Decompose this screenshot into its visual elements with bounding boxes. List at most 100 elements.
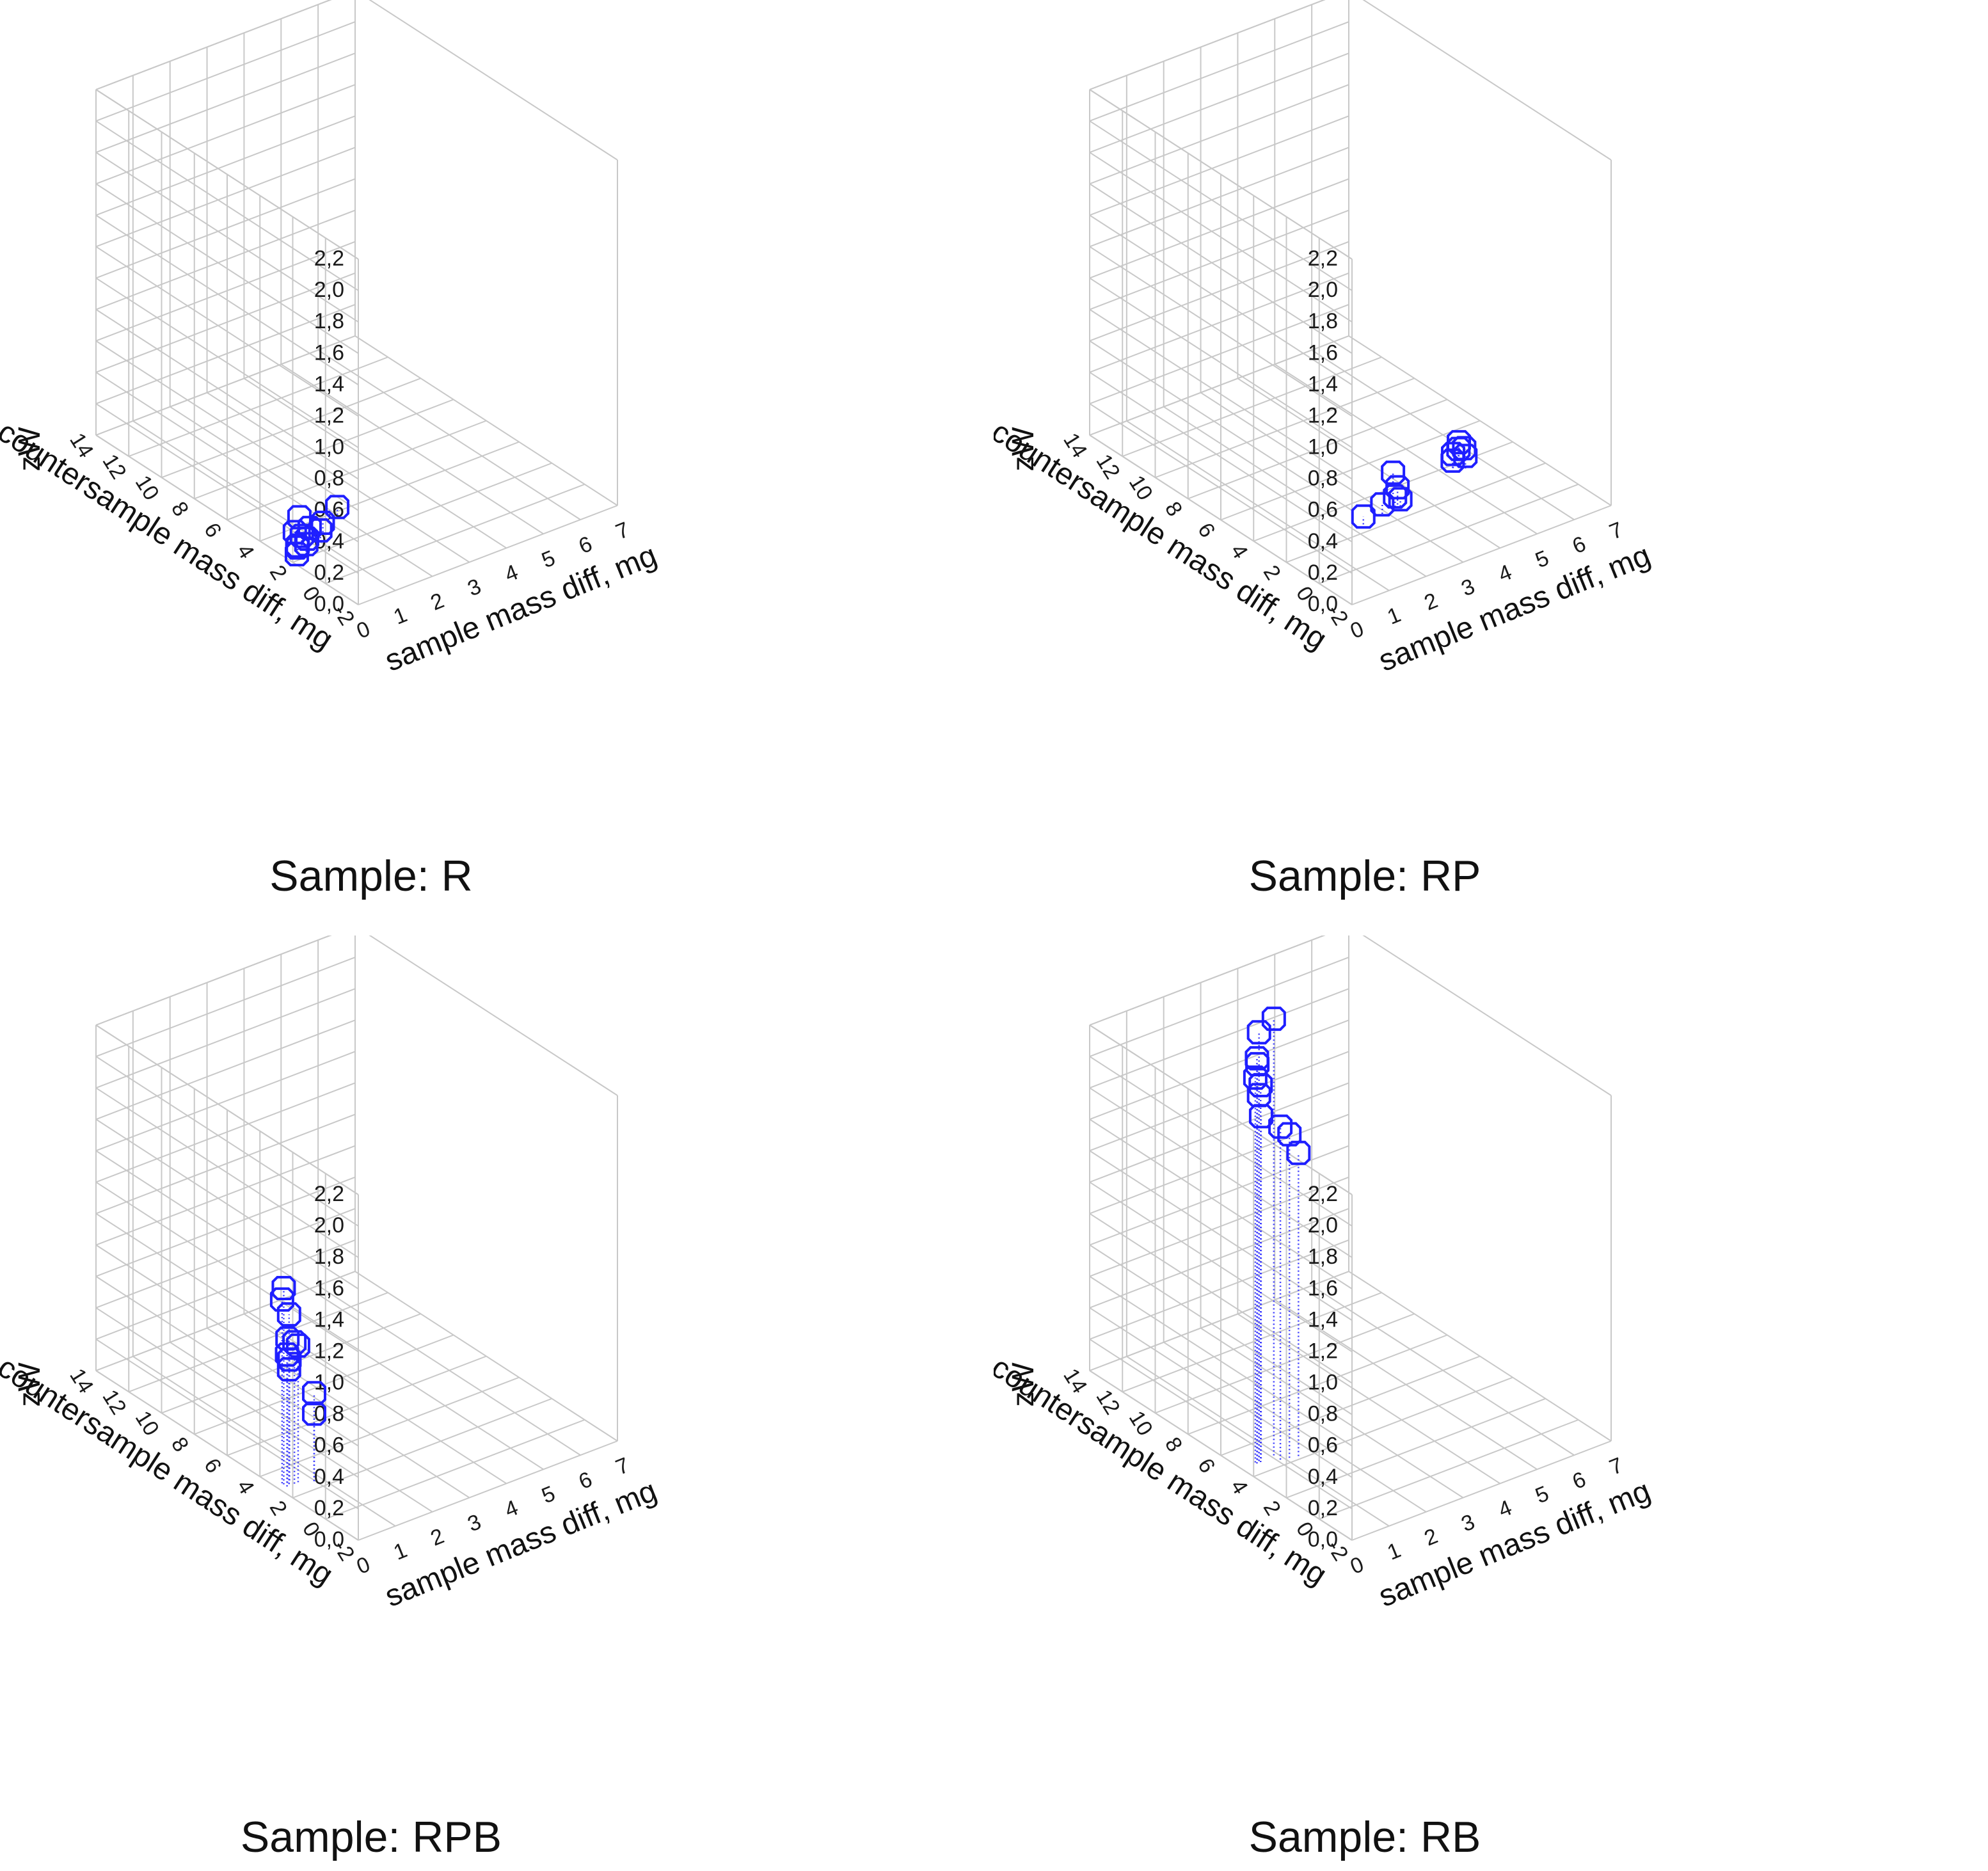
x-tick-label: 0 [353, 1552, 374, 1579]
floor-grid-line [1188, 399, 1448, 500]
x-tick-label: 1 [1384, 602, 1404, 629]
z-tick-label: 1,2 [1308, 403, 1338, 427]
data-point [295, 526, 320, 551]
floor-grid-line [1351, 1440, 1612, 1541]
wall-grid-line [95, 120, 359, 291]
floor-grid-line [128, 356, 388, 458]
y-tick-label: 6 [1193, 1454, 1220, 1477]
data-point [301, 1401, 326, 1426]
wall-grid-line [1089, 1239, 1349, 1340]
x-tick-label: 4 [1495, 1495, 1515, 1522]
data-point [1452, 436, 1477, 461]
z-tick-label: 2,2 [1308, 246, 1338, 271]
wall-grid-line [95, 340, 359, 511]
z-tick-label: 1,0 [1308, 435, 1338, 459]
x-tick-label: 3 [465, 1509, 485, 1536]
wall-grid-line [1089, 1207, 1349, 1309]
wall-grid-line [95, 1207, 356, 1309]
wall-grid-line [95, 1370, 359, 1541]
wall-grid-line [95, 178, 356, 279]
x-tick-label: 0 [1347, 617, 1367, 644]
z-tick-label: 0,6 [1308, 1433, 1338, 1458]
floor-grid-line [227, 420, 487, 521]
z-tick-label: 1,6 [1308, 1276, 1338, 1300]
wall-grid-line [1089, 84, 1349, 185]
wall-grid-line [1089, 308, 1353, 480]
wall-grid-line [1089, 152, 1353, 323]
data-point [276, 1302, 301, 1327]
x-tick-label: 5 [1532, 1481, 1552, 1508]
wall-grid-line [1089, 1019, 1349, 1120]
wall-grid-line [95, 1307, 359, 1478]
data-point [1261, 1007, 1286, 1031]
chart-panel-rpb: 0,0 0,2 0,4 0,6 0,8 1,0 1,2 1,4 1,6 1,8 2,0 2,2 0 1 2 3… [0, 936, 994, 1871]
z-tick-label: 1,6 [314, 1276, 344, 1300]
y-tick-label: 4 [1225, 1476, 1252, 1499]
data-point [308, 518, 333, 543]
wall-grid-line [95, 1087, 359, 1259]
wall-grid-line [95, 209, 356, 310]
wall-grid-line [1089, 403, 1353, 574]
wall-grid-line [1089, 1051, 1349, 1152]
z-tick-label: 0,0 [1308, 592, 1338, 616]
y-tick-label: 8 [166, 1433, 193, 1456]
wall-grid-line [95, 957, 356, 1058]
frame-edge [1089, 89, 1353, 260]
z-tick-label: 1,4 [1308, 372, 1338, 396]
data-point [1248, 1104, 1273, 1129]
wall-grid-line [1089, 1275, 1353, 1447]
x-tick-label: 2 [427, 588, 448, 615]
frame-edge [369, 0, 618, 161]
z-tick-label: 1,8 [314, 309, 344, 333]
wall-grid-line [95, 1051, 356, 1152]
wall-grid-line [1089, 1244, 1353, 1415]
x-tick-label: 0 [1347, 1552, 1367, 1579]
wall-grid-line [1089, 183, 1353, 354]
x-tick-label: 7 [1606, 518, 1626, 545]
data-point [271, 1275, 296, 1300]
wall-grid-line [1089, 1082, 1349, 1183]
wall-grid-line [1089, 272, 1349, 373]
frame-edge [1089, 0, 1326, 90]
frame-edge [1362, 936, 1612, 1096]
wall-grid-line [1089, 1339, 1353, 1509]
floor-grid-line [1188, 1334, 1448, 1435]
z-tick-label: 2,0 [314, 1213, 344, 1238]
chart-3d-rp: 0,00,20,40,60,81,01,21,41,61,82,02,20123… [994, 0, 1655, 678]
x-tick-label: 7 [612, 518, 633, 545]
wall-grid-line [1089, 21, 1349, 122]
x-tick-label: 3 [1458, 574, 1479, 601]
wall-grid-line [95, 434, 359, 605]
wall-grid-line [1089, 246, 1353, 417]
z-axis-label: zW [1006, 427, 1040, 472]
x-tick-label: 2 [427, 1524, 448, 1550]
z-tick-label: 1,8 [1308, 1245, 1338, 1269]
wall-grid-line [95, 936, 332, 1026]
x-tick-label: 3 [1458, 1509, 1479, 1536]
floor-grid-line [358, 505, 618, 605]
z-tick-label: 1,6 [314, 340, 344, 365]
floor-grid-line [358, 1440, 618, 1541]
wall-grid-line [95, 403, 359, 574]
y-tick-label: 4 [1225, 540, 1252, 563]
z-tick-label: 2,2 [314, 1182, 344, 1206]
data-points [1243, 1007, 1311, 1464]
data-point [277, 1347, 302, 1372]
wall-grid-line [95, 1239, 356, 1340]
z-tick-label: 1,0 [314, 435, 344, 459]
wall-grid-line [1089, 214, 1353, 386]
floor-grid-line [1122, 1292, 1382, 1393]
z-tick-label: 2,2 [314, 246, 344, 271]
z-tick-label: 1,8 [314, 1245, 344, 1269]
wall-grid-line [1089, 1370, 1353, 1541]
wall-grid-line [1089, 209, 1349, 310]
data-point [325, 495, 350, 520]
z-tick-label: 1,2 [1308, 1339, 1338, 1363]
z-tick-label: 0,2 [314, 1496, 344, 1520]
y-tick-label: 4 [232, 540, 258, 563]
z-tick-label: 0,4 [314, 1465, 344, 1489]
wall-grid-line [1089, 1119, 1353, 1290]
floor-grid-line [1220, 420, 1481, 521]
data-point [1286, 1140, 1311, 1165]
wall-grid-line [1089, 371, 1353, 543]
